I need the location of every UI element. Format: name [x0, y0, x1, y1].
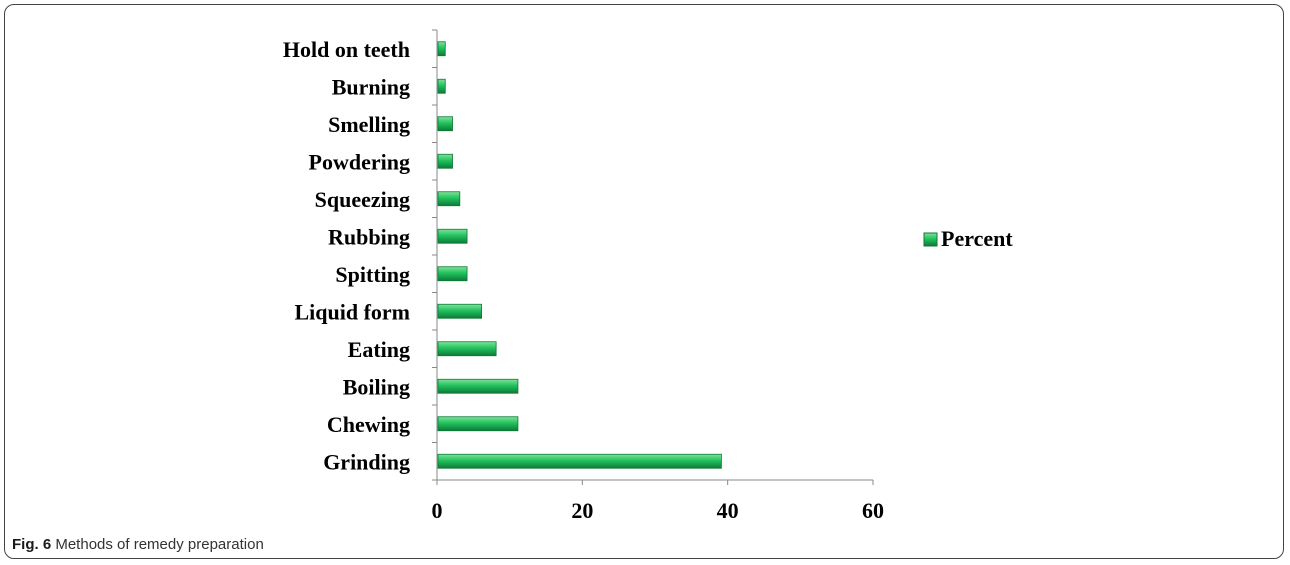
x-tick-label: 0	[432, 498, 443, 523]
category-label: Boiling	[343, 374, 410, 399]
x-tick-labels: 0 20 40 60	[432, 498, 885, 523]
legend-swatch	[923, 232, 938, 247]
bar-eating	[437, 341, 497, 357]
category-label: Hold on teeth	[283, 37, 410, 62]
caption-text: Methods of remedy preparation	[55, 536, 264, 553]
category-label: Eating	[348, 337, 410, 362]
bar-burning	[437, 78, 446, 94]
bar-chewing	[437, 416, 519, 432]
bar-boiling	[437, 378, 519, 394]
bar-liquid-form	[437, 303, 482, 319]
category-label: Smelling	[328, 112, 410, 137]
category-label: Spitting	[335, 262, 410, 287]
bar-grinding	[437, 453, 722, 469]
caption-label: Fig. 6	[12, 536, 52, 553]
legend: Percent	[923, 226, 1013, 251]
x-tick-label: 40	[717, 498, 739, 523]
category-label: Powdering	[309, 149, 410, 174]
category-label: Chewing	[327, 412, 410, 437]
chart-bars	[437, 41, 722, 469]
bar-smelling	[437, 116, 453, 132]
bar-chart: Grinding Chewing Boiling Eating Liquid form S…	[283, 29, 1013, 523]
category-label: Squeezing	[315, 187, 410, 212]
category-label: Grinding	[323, 449, 410, 474]
bar-hold-on-teeth	[437, 41, 446, 57]
category-label: Burning	[332, 74, 410, 99]
bar-spitting	[437, 266, 468, 282]
category-labels: Grinding Chewing Boiling Eating Liquid form S…	[283, 37, 410, 475]
bar-powdering	[437, 153, 453, 169]
bar-squeezing	[437, 191, 461, 207]
legend-label: Percent	[941, 226, 1013, 251]
figure-caption: Fig. 6 Methods of remedy preparation	[12, 536, 264, 553]
chart-axes	[432, 29, 874, 485]
category-label: Rubbing	[328, 224, 410, 249]
x-tick-label: 60	[862, 498, 884, 523]
bar-rubbing	[437, 228, 468, 244]
x-tick-label: 20	[571, 498, 593, 523]
category-label: Liquid form	[294, 299, 410, 324]
